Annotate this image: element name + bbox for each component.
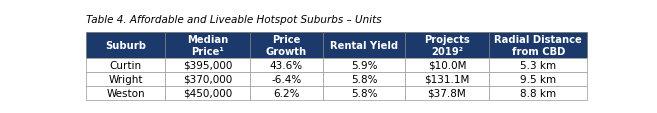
Text: Weston: Weston	[106, 88, 145, 98]
Bar	[405, 72, 489, 86]
Text: Curtin: Curtin	[110, 60, 142, 70]
Text: $10.0M: $10.0M	[428, 60, 466, 70]
Bar	[323, 59, 405, 72]
Bar	[250, 33, 323, 59]
Text: 43.6%: 43.6%	[270, 60, 303, 70]
Text: Rental Yield: Rental Yield	[330, 41, 398, 51]
Text: $370,000: $370,000	[183, 74, 232, 84]
Bar	[165, 33, 250, 59]
Text: Table 4. Affordable and Liveable Hotspot Suburbs – Units: Table 4. Affordable and Liveable Hotspot…	[86, 15, 382, 25]
Text: $450,000: $450,000	[183, 88, 232, 98]
Text: Projects
2019²: Projects 2019²	[424, 35, 470, 56]
Bar	[489, 33, 587, 59]
Text: $37.8M: $37.8M	[428, 88, 466, 98]
Bar	[489, 59, 587, 72]
Text: 8.8 km: 8.8 km	[520, 88, 556, 98]
Bar	[405, 86, 489, 100]
Bar	[165, 59, 250, 72]
Bar	[250, 72, 323, 86]
Bar	[489, 86, 587, 100]
Bar	[86, 33, 165, 59]
Bar	[405, 33, 489, 59]
Bar	[86, 86, 165, 100]
Bar	[405, 59, 489, 72]
Text: $395,000: $395,000	[183, 60, 232, 70]
Bar	[489, 72, 587, 86]
Bar	[323, 72, 405, 86]
Text: 6.2%: 6.2%	[273, 88, 300, 98]
Text: 9.5 km: 9.5 km	[520, 74, 556, 84]
Bar	[165, 72, 250, 86]
Text: Median
Price¹: Median Price¹	[187, 35, 228, 56]
Bar	[323, 86, 405, 100]
Text: 5.8%: 5.8%	[351, 88, 377, 98]
Text: Price
Growth: Price Growth	[266, 35, 307, 56]
Text: Wright: Wright	[108, 74, 143, 84]
Text: 5.3 km: 5.3 km	[520, 60, 556, 70]
Text: -6.4%: -6.4%	[271, 74, 302, 84]
Text: Suburb: Suburb	[105, 41, 146, 51]
Bar	[250, 86, 323, 100]
Bar	[250, 59, 323, 72]
Bar	[165, 86, 250, 100]
Text: Radial Distance
from CBD: Radial Distance from CBD	[494, 35, 582, 56]
Bar	[86, 72, 165, 86]
Bar	[86, 59, 165, 72]
Text: $131.1M: $131.1M	[424, 74, 470, 84]
Bar	[323, 33, 405, 59]
Text: 5.9%: 5.9%	[351, 60, 377, 70]
Text: 5.8%: 5.8%	[351, 74, 377, 84]
